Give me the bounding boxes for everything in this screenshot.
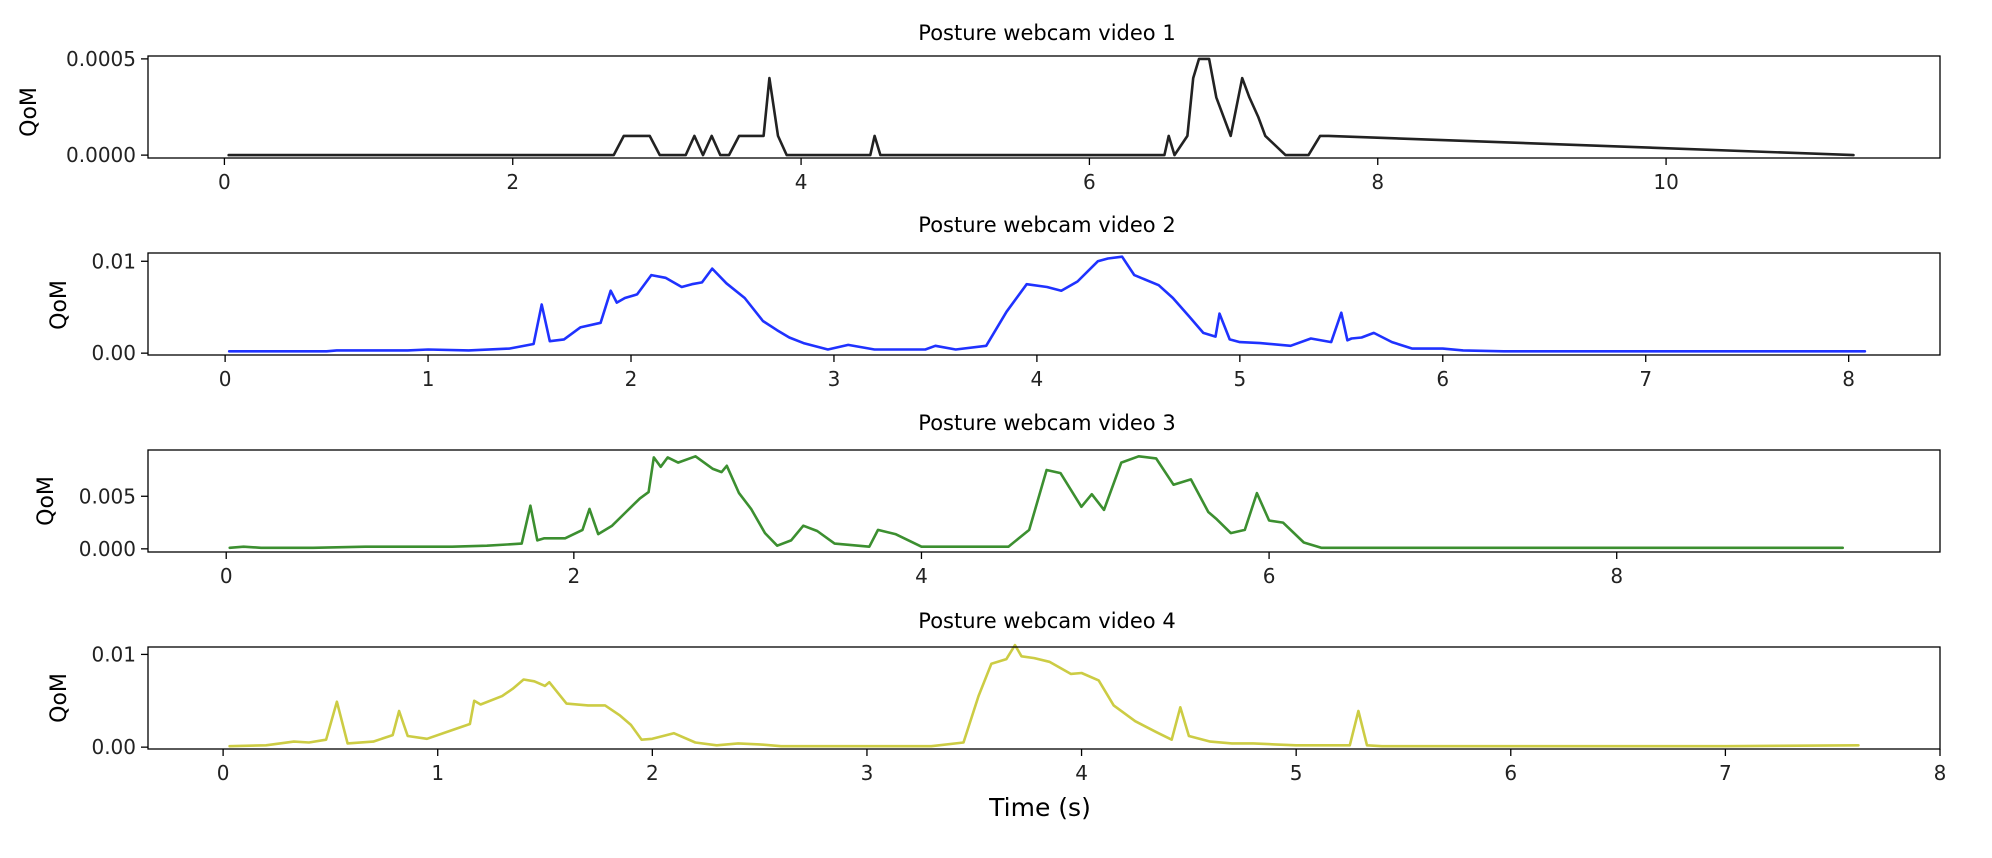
x-tick-label: 1 [422, 367, 435, 391]
series-line-1 [228, 643, 1860, 748]
x-tick-label: 5 [1233, 367, 1246, 391]
x-tick-label: 7 [1719, 761, 1732, 785]
y-tick-label: 0.0000 [66, 143, 136, 167]
x-tick-label: 2 [567, 564, 580, 588]
x-tick-label: 2 [506, 170, 519, 194]
series-line-1 [228, 455, 1844, 550]
x-tick-label: 6 [1436, 367, 1449, 391]
x-tick-label: 0 [218, 170, 231, 194]
subplot-video-2: Posture webcam video 2 QoM 0 1 2 3 4 5 6 7 8 0.00… [47, 213, 1941, 391]
x-tick-label: 4 [1031, 367, 1044, 391]
y-tick-label: 0.000 [79, 537, 136, 561]
x-axis-label: Time (s) [988, 793, 1091, 822]
subplot-video-3: Posture webcam video 3 QoM 0 2 4 6 8 0.000 0.0… [34, 411, 1941, 588]
x-tick-label: 6 [1083, 170, 1096, 194]
x-tick-label: 2 [646, 761, 659, 785]
x-tick-label: 7 [1639, 367, 1652, 391]
subplot-title: Posture webcam video 3 [918, 411, 1175, 435]
x-tick-label: 6 [1504, 761, 1517, 785]
x-tick-label: 4 [915, 564, 928, 588]
y-axis-label: QoM [47, 673, 72, 723]
subplot-video-4: Posture webcam video 4 QoM Time (s) 0 1 2 3… [47, 609, 1946, 822]
y-tick-label: 0.01 [91, 249, 136, 273]
x-tick-label: 4 [795, 170, 808, 194]
series-line-1 [227, 255, 1867, 353]
x-tick-label: 6 [1263, 564, 1276, 588]
x-tick-label: 8 [1371, 170, 1384, 194]
x-tick-label: 4 [1075, 761, 1088, 785]
x-tick-label: 0 [219, 367, 232, 391]
x-tick-label: 3 [861, 761, 874, 785]
x-tick-label: 0 [220, 564, 233, 588]
subplot-title: Posture webcam video 1 [918, 21, 1175, 45]
y-tick-label: 0.00 [91, 341, 136, 365]
x-tick-label: 5 [1290, 761, 1303, 785]
axes-frame [147, 646, 1941, 750]
x-tick-label: 2 [625, 367, 638, 391]
subplot-video-1: Posture webcam video 1 QoM 0 2 4 6 8 10 0.0000… [17, 21, 1941, 194]
axes-frame [147, 252, 1941, 356]
x-tick-label: 1 [431, 761, 444, 785]
y-tick-label: 0.0005 [66, 47, 136, 71]
y-tick-label: 0.00 [91, 735, 136, 759]
subplot-title: Posture webcam video 2 [918, 213, 1175, 237]
x-tick-label: 10 [1653, 170, 1678, 194]
subplot-title: Posture webcam video 4 [918, 609, 1175, 633]
y-axis-label: QoM [47, 280, 72, 330]
x-tick-label: 3 [828, 367, 841, 391]
x-tick-label: 8 [1842, 367, 1855, 391]
y-axis-label: QoM [17, 87, 42, 137]
axes-frame [147, 449, 1941, 553]
y-axis-label: QoM [34, 476, 59, 526]
x-tick-label: 8 [1610, 564, 1623, 588]
y-tick-label: 0.01 [91, 642, 136, 666]
x-tick-label: 0 [217, 761, 230, 785]
y-tick-label: 0.005 [79, 484, 136, 508]
series-line-1 [227, 57, 1855, 157]
x-tick-label: 8 [1934, 761, 1947, 785]
axes-frame [147, 55, 1941, 159]
